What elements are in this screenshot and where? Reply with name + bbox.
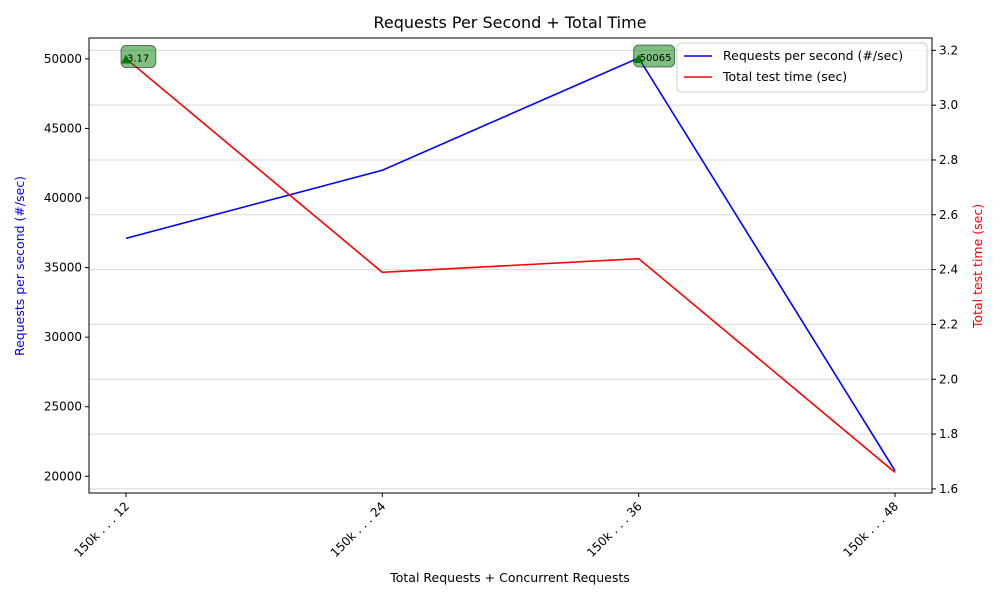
x-tick-label: 150k . . . 24 (328, 499, 389, 560)
x-tick-label: 150k . . . 36 (584, 499, 645, 560)
legend: Requests per second (#/sec) Total test ti… (676, 42, 928, 93)
annotation-marker (121, 54, 131, 64)
annotation-label: 50065 (640, 53, 672, 64)
x-axis-label: Total Requests + Concurrent Requests (389, 570, 630, 585)
left-tick-label: 20000 (44, 469, 82, 483)
right-tick-label: 2.8 (939, 153, 958, 167)
series-layer (125, 56, 896, 474)
right-tick-label: 2.6 (939, 208, 958, 222)
annotation-layer: 3.17 50065 (120, 44, 676, 69)
x-axis: 150k . . . 12 150k . . . 24 150k . . . 36 1… (71, 493, 901, 560)
left-tick-label: 50000 (44, 52, 82, 66)
right-tick-label: 1.8 (939, 427, 958, 441)
right-tick-label: 2.4 (939, 263, 958, 277)
legend-label: Requests per second (#/sec) (723, 48, 903, 63)
right-axis-label: Total test time (sec) (970, 204, 985, 329)
legend-label: Total test time (sec) (722, 69, 847, 84)
legend-box (676, 42, 928, 93)
grid-layer (89, 49, 932, 490)
annotation-box (633, 44, 676, 68)
left-tick-label: 25000 (44, 400, 82, 414)
right-tick-label: 3.2 (939, 43, 958, 57)
chart-title: Requests Per Second + Total Time (373, 13, 646, 32)
left-tick-label: 30000 (44, 330, 82, 344)
right-axis: 1.6 1.8 2.0 2.2 2.4 2.6 2.8 3.0 3.2 (932, 43, 958, 496)
annotation-marker (633, 53, 644, 63)
right-tick-label: 2.2 (939, 317, 958, 331)
x-tick-label: 150k . . . 48 (840, 499, 901, 560)
annotation-label: 3.17 (127, 54, 149, 65)
left-tick-label: 35000 (44, 261, 82, 275)
left-axis: 20000 25000 30000 35000 40000 45000 50000 (44, 52, 89, 483)
left-axis-label: Requests per second (#/sec) (12, 176, 27, 356)
left-tick-label: 45000 (44, 121, 82, 135)
series-line-1 (125, 56, 896, 472)
left-tick-label: 40000 (44, 191, 82, 205)
right-tick-label: 2.0 (939, 372, 958, 386)
right-tick-label: 1.6 (939, 482, 958, 496)
right-tick-label: 3.0 (939, 98, 958, 112)
series-line-2 (125, 57, 896, 474)
plot-frame (88, 37, 933, 494)
x-tick-label: 150k . . . 12 (71, 499, 132, 560)
